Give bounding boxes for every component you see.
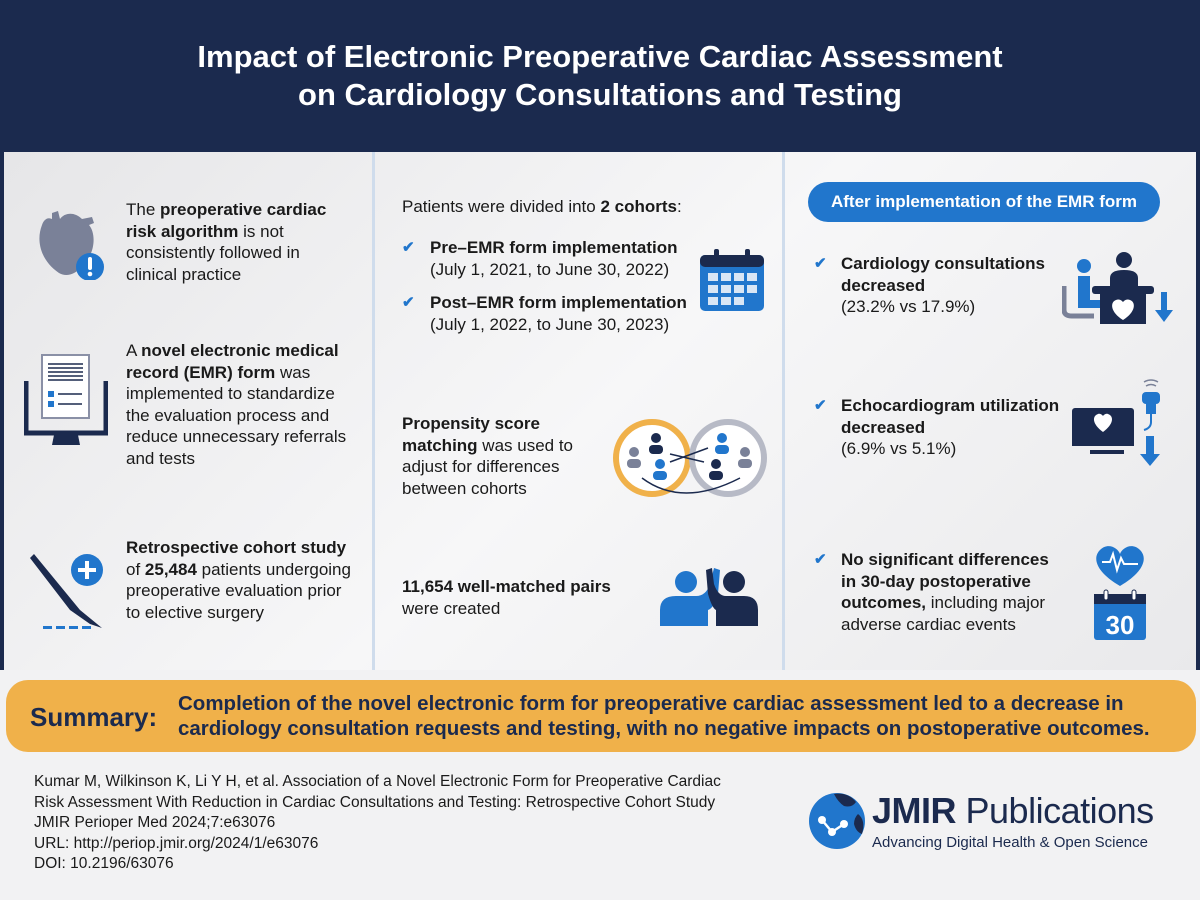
title-line-1: Impact of Electronic Preoperative Cardia… — [197, 39, 1003, 74]
text: patients undergoing preoperative evaluat… — [126, 559, 351, 622]
result-item: No significant differences in 30-day pos… — [841, 549, 1063, 635]
emr-form-monitor-icon — [24, 354, 108, 445]
logo-tagline: Advancing Digital Health & Open Science — [872, 834, 1148, 851]
high-five-people-icon — [660, 568, 758, 626]
text: were created — [402, 598, 501, 618]
result-values: including major adverse cardiac events — [841, 593, 1046, 634]
citation-line: Risk Assessment With Reduction in Cardia… — [34, 793, 716, 811]
text: : — [676, 197, 682, 216]
result-values: (23.2% vs 17.9%) — [841, 297, 976, 316]
echocardiogram-decrease-icon — [1072, 379, 1160, 466]
cohort-dates: (July 1, 2021, to June 30, 2022) — [430, 259, 670, 279]
matched-pairs-statement: 11,654 well-matched pairs were created — [402, 576, 642, 619]
check-icon: ✔ — [402, 294, 415, 311]
cohort-item: Pre–EMR form implementation (July 1, 2021… — [430, 237, 710, 280]
cohorts-intro: Patients were divided into 2 cohorts: — [402, 196, 762, 218]
text-bold: preoperative cardiac risk algorithm — [126, 200, 327, 241]
result-item: Cardiology consultations decreased (23.2%… — [841, 253, 1061, 318]
logo-name: JMIR Publications — [872, 790, 1154, 832]
title-line-2: on Cardiology Consultations and Testing — [298, 77, 902, 112]
text-bold: 11,654 well-matched pairs — [402, 577, 611, 596]
check-icon: ✔ — [814, 551, 827, 568]
citation-doi[interactable]: DOI: 10.2196/63076 — [34, 855, 174, 872]
result-heading: No significant differences in 30-day pos… — [841, 550, 1049, 612]
text: is not consistently followed in clinical… — [126, 221, 300, 284]
scalpel-plus-icon — [30, 554, 103, 629]
text-bold: novel electronic medical record (EMR) fo… — [126, 341, 339, 382]
summary-text: Completion of the novel electronic form … — [178, 692, 1150, 740]
after-implementation-pill: After implementation of the EMR form — [808, 182, 1160, 222]
citation-url[interactable]: URL: http://periop.jmir.org/2024/1/e6307… — [34, 834, 319, 852]
text: of — [126, 559, 145, 579]
text-bold: 2 cohorts — [600, 197, 677, 216]
heart-alert-icon — [39, 211, 104, 280]
problem-statement: The preoperative cardiac risk algorithm … — [126, 199, 346, 285]
patient-count: 25,484 — [144, 559, 197, 579]
divider — [782, 152, 785, 670]
propensity-matching-icon — [613, 419, 767, 497]
summary-banner: Summary: Completion of the novel electro… — [6, 680, 1196, 752]
calendar-day-number: 30 — [1106, 610, 1135, 640]
citation-line: JMIR Perioper Med 2024;7:e63076 — [34, 814, 276, 831]
cohort-item: Post–EMR form implementation (July 1, 202… — [430, 292, 710, 335]
page-title: Impact of Electronic Preoperative Cardia… — [197, 38, 1002, 114]
citation: Kumar M, Wilkinson K, Li Y H, et al. Ass… — [34, 772, 721, 875]
heart-calendar-30-icon: 30 — [1094, 546, 1146, 640]
result-values: (6.9% vs 5.1%) — [841, 439, 957, 458]
cohort-dates: (July 1, 2022, to June 30, 2023) — [430, 314, 670, 334]
cohort-name: Pre–EMR form implementation — [430, 238, 678, 257]
citation-line: Kumar M, Wilkinson K, Li Y H, et al. Ass… — [34, 773, 721, 790]
check-icon: ✔ — [814, 255, 827, 272]
logo-name-rest: Publications — [956, 790, 1155, 831]
jmir-logo: JMIR Publications Advancing Digital Heal… — [808, 790, 1154, 855]
divider — [372, 152, 375, 670]
content-panels — [0, 152, 1200, 670]
calendar-icon — [700, 249, 764, 311]
result-item: Echocardiogram utilization decreased (6.9… — [841, 395, 1061, 460]
propensity-statement: Propensity score matching was used to ad… — [402, 413, 592, 499]
text-bold: Retrospective cohort study — [126, 538, 347, 557]
text: A — [126, 341, 142, 360]
emr-form-statement: A novel electronic medical record (EMR) … — [126, 340, 358, 469]
globe-network-icon — [809, 793, 865, 849]
logo-name-bold: JMIR — [872, 790, 957, 831]
check-icon: ✔ — [402, 239, 415, 256]
text-bold: Propensity score matching — [402, 414, 540, 455]
text: The — [126, 200, 161, 219]
text: was implemented to standardize the evalu… — [126, 362, 347, 468]
text: was used to adjust for differences betwe… — [402, 435, 574, 498]
result-heading: Cardiology consultations decreased — [841, 254, 1046, 295]
cohort-name: Post–EMR form implementation — [430, 293, 687, 312]
study-design-statement: Retrospective cohort study of 25,484 pat… — [126, 537, 356, 623]
header: Impact of Electronic Preoperative Cardia… — [0, 0, 1200, 152]
summary-label: Summary: — [30, 702, 158, 732]
check-icon: ✔ — [814, 397, 827, 414]
result-heading: Echocardiogram utilization decreased — [841, 396, 1060, 437]
cardiology-consult-decrease-icon — [1062, 252, 1173, 324]
text: Patients were divided into — [402, 197, 601, 216]
